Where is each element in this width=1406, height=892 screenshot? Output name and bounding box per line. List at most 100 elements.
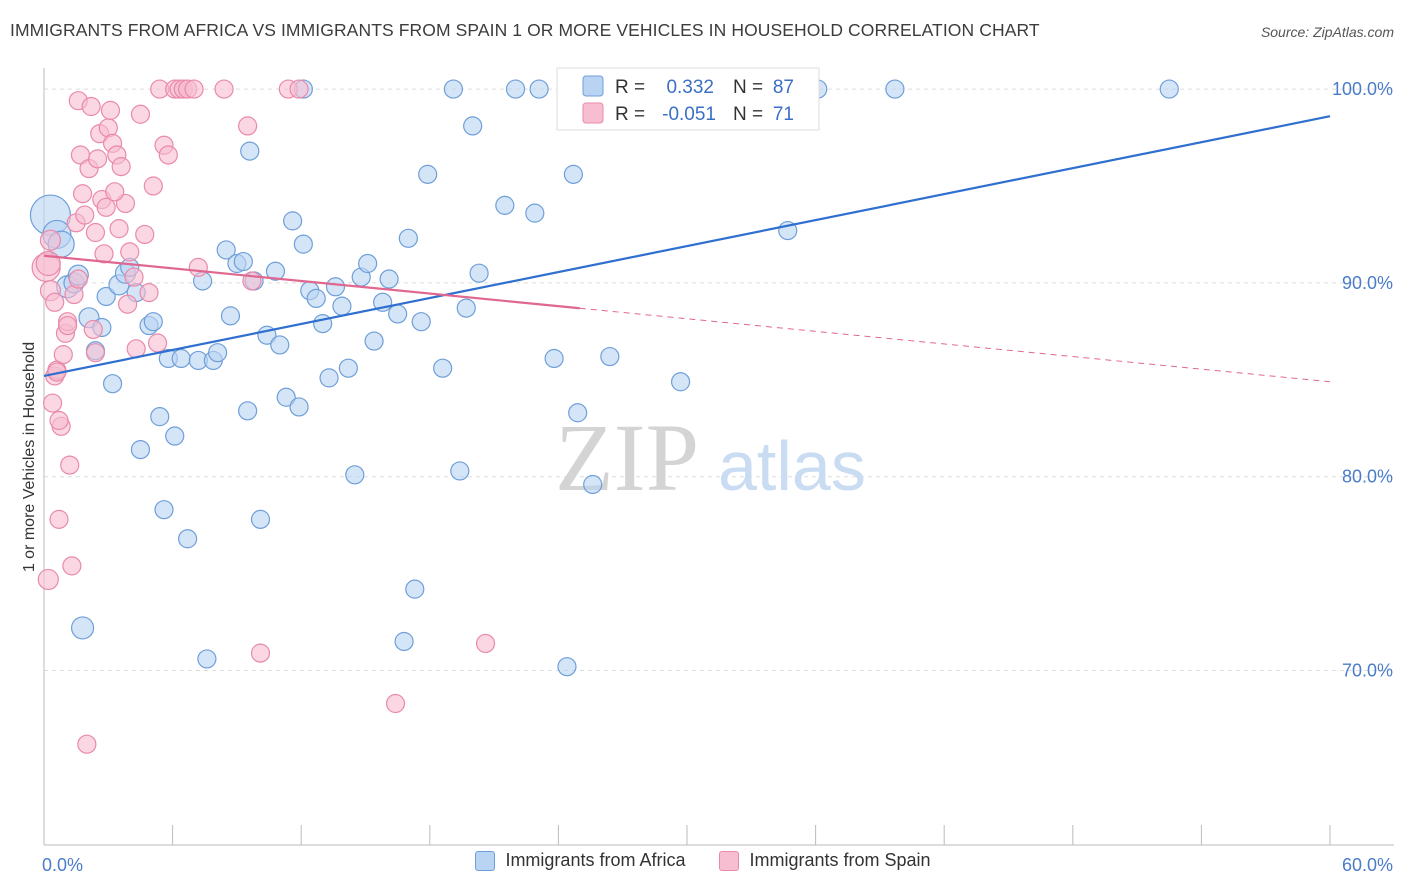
point-spain-53 [188, 257, 208, 277]
point-africa-38 [270, 335, 290, 355]
point-africa-47 [325, 277, 346, 297]
point-spain-28 [96, 197, 116, 217]
point-spain-22 [83, 319, 103, 340]
stats-r-label-africa: R = [615, 77, 645, 98]
point-spain-41 [135, 224, 155, 245]
stats-n-label-spain: N = [733, 104, 763, 125]
point-africa-40 [283, 211, 303, 231]
point-spain-68 [68, 269, 88, 289]
point-africa-9 [96, 286, 116, 307]
point-africa-32 [233, 251, 253, 272]
point-africa-33 [238, 401, 258, 421]
point-spain-8 [53, 345, 73, 365]
point-spain-17 [72, 184, 93, 204]
y-axis-label: 1 or more Vehicles in Household [21, 342, 38, 572]
point-spain-43 [143, 176, 163, 196]
point-africa-21 [165, 426, 185, 446]
point-spain-69 [85, 343, 106, 363]
point-africa-72 [529, 79, 549, 99]
point-africa-10 [102, 374, 123, 394]
point-africa-30 [220, 306, 241, 326]
point-spain-3 [42, 393, 63, 413]
point-africa-67 [463, 116, 483, 136]
point-spain-11 [60, 455, 80, 475]
point-spain-63 [39, 229, 62, 251]
point-spain-42 [139, 282, 159, 303]
point-africa-77 [583, 474, 603, 495]
point-africa-48 [332, 296, 352, 316]
point-spain-30 [100, 100, 121, 120]
point-spain-57 [250, 643, 271, 663]
chart-source: Source: ZipAtlas.com [1260, 24, 1394, 40]
point-spain-40 [130, 104, 151, 124]
trend-line-africa [43, 115, 1331, 378]
point-africa-41 [289, 397, 309, 417]
point-africa-26 [197, 649, 217, 669]
point-spain-21 [81, 96, 101, 117]
point-spain-12 [62, 556, 82, 576]
point-africa-86 [70, 616, 95, 640]
point-spain-61 [475, 633, 496, 654]
point-africa-37 [265, 261, 286, 281]
point-spain-52 [184, 79, 204, 99]
point-spain-36 [117, 294, 138, 314]
point-africa-50 [345, 465, 365, 485]
point-africa-56 [388, 304, 408, 324]
point-spain-6 [49, 509, 69, 529]
point-africa-18 [150, 407, 170, 427]
legend-label-africa: Immigrants from Africa [505, 850, 686, 870]
point-africa-61 [418, 164, 438, 184]
grid-lines [44, 88, 1394, 672]
x-tick-label-1: 60.0% [1342, 855, 1393, 875]
stats-r-label-spain: R = [615, 104, 645, 125]
watermark: ZIP atlas [555, 404, 866, 511]
point-spain-34 [111, 157, 131, 177]
point-africa-46 [319, 368, 339, 388]
point-spain-38 [124, 267, 144, 287]
point-africa-64 [456, 298, 476, 318]
point-spain-70 [105, 182, 125, 202]
point-africa-78 [600, 346, 620, 367]
point-africa-39 [276, 387, 296, 407]
series-africa-points [29, 79, 1179, 677]
point-africa-85 [240, 141, 260, 161]
point-africa-80 [670, 372, 691, 392]
point-africa-52 [358, 253, 378, 274]
point-africa-58 [398, 228, 418, 248]
point-africa-84 [1159, 79, 1179, 99]
point-africa-76 [568, 403, 588, 423]
point-spain-59 [289, 79, 309, 99]
stats-box: R = 0.332 N = 87 R = -0.051 N = 71 [556, 67, 820, 131]
stats-n-value-africa: 87 [773, 77, 794, 98]
series-spain-points [31, 79, 496, 754]
y-tick-label-2: 90.0% [1342, 273, 1393, 293]
point-spain-64 [45, 292, 65, 312]
point-africa-74 [557, 657, 577, 677]
point-spain-27 [94, 244, 114, 264]
point-spain-44 [147, 333, 168, 353]
trend-lines [43, 115, 1331, 383]
point-spain-66 [49, 410, 69, 431]
legend-item-spain[interactable]: Immigrants from Spain [719, 850, 931, 871]
y-tick-label-0: 70.0% [1342, 661, 1393, 681]
stats-r-value-spain: -0.051 [662, 104, 716, 125]
point-africa-28 [208, 343, 228, 363]
point-africa-19 [154, 500, 174, 520]
point-africa-17 [143, 312, 163, 332]
point-africa-83 [885, 79, 905, 99]
point-spain-18 [75, 205, 95, 225]
point-africa-35 [250, 509, 271, 529]
y-tick-label-3: 100.0% [1332, 79, 1393, 99]
point-africa-70 [505, 79, 526, 99]
point-africa-62 [433, 358, 453, 378]
point-spain-37 [120, 242, 140, 262]
point-africa-57 [394, 631, 414, 652]
point-spain-1 [37, 568, 59, 591]
point-spain-60 [385, 693, 406, 714]
point-africa-69 [495, 195, 515, 215]
point-africa-59 [405, 579, 425, 599]
legend-label-spain: Immigrants from Spain [749, 850, 931, 870]
chart-legend: Immigrants from Africa Immigrants from S… [0, 850, 1406, 871]
legend-item-africa[interactable]: Immigrants from Africa [475, 850, 685, 871]
